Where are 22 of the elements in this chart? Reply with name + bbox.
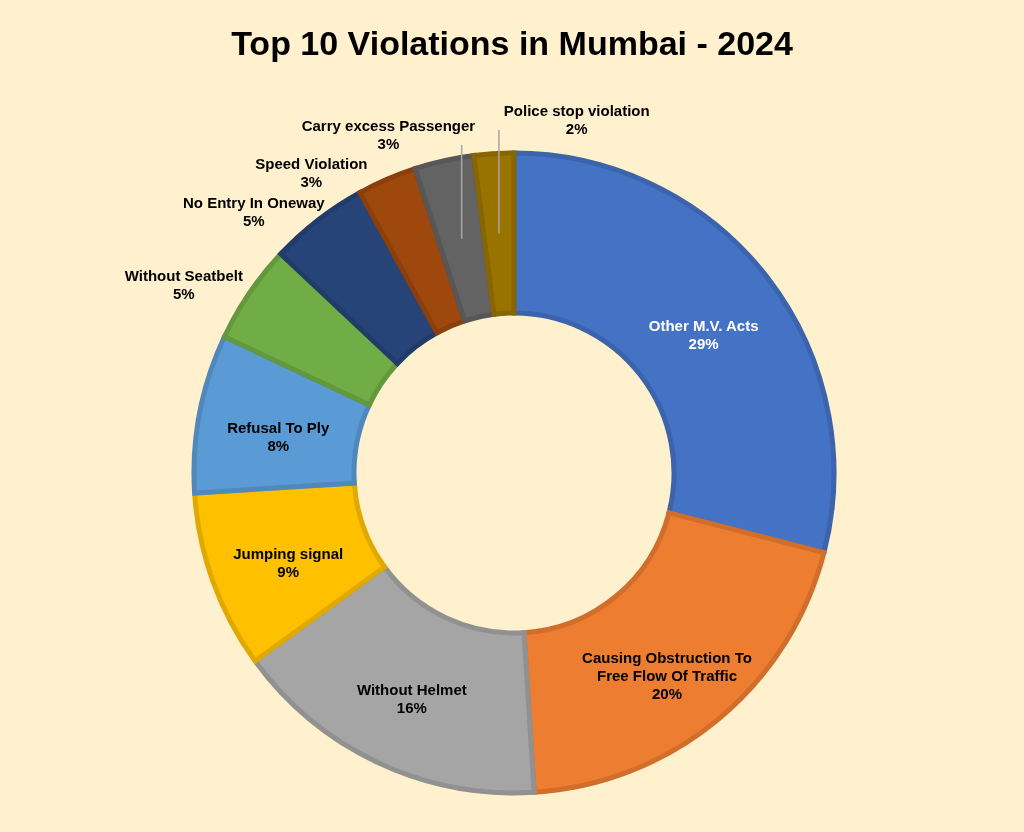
donut-slice — [471, 150, 517, 317]
data-label: 3% — [300, 172, 323, 190]
data-label: 5% — [243, 211, 265, 229]
slice-label: Jumping signal — [233, 545, 344, 563]
data-label: 5% — [172, 285, 195, 303]
data-label: 9% — [277, 563, 300, 581]
data-label: 3% — [377, 134, 400, 152]
slice-label: No Entry In Oneway — [183, 193, 326, 211]
data-label: 20% — [651, 684, 682, 702]
data-label: 2% — [565, 120, 588, 138]
data-label: 16% — [396, 699, 427, 717]
data-label: 29% — [688, 334, 719, 352]
slice-label: Without Seatbelt — [124, 267, 243, 285]
slice-label: Refusal To Ply — [227, 419, 331, 437]
slice-label: Police stop violation — [503, 102, 650, 120]
slice-label: Other M.V. Acts — [648, 316, 759, 334]
chart-title: Top 10 Violations in Mumbai - 2024 — [231, 24, 793, 62]
slice-label: Causing Obstruction To Free Flow Of Traffic — [582, 648, 752, 684]
slice-label: Speed Violation — [255, 154, 368, 172]
slice-label: Without Helmet — [356, 681, 467, 699]
data-label: 8% — [267, 437, 290, 455]
slice-label: Carry excess Passenger — [301, 116, 476, 134]
